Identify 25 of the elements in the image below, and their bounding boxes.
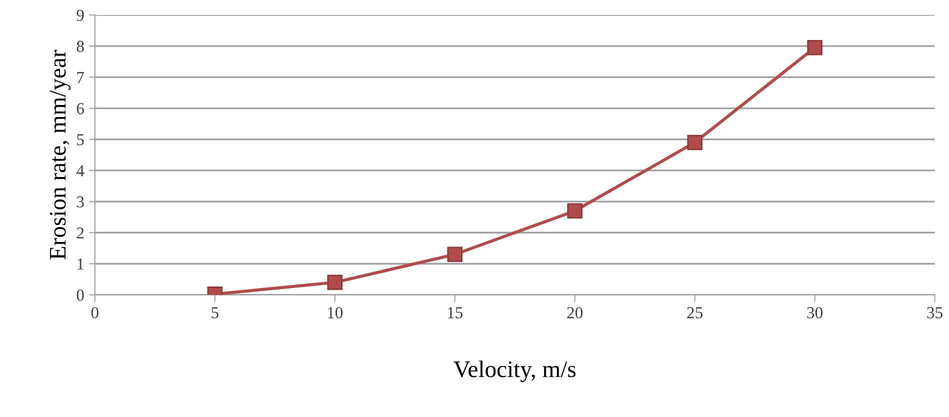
x-tick-label: 20 xyxy=(567,307,583,318)
x-tick-label: 25 xyxy=(687,307,702,318)
x-tick-label: 35 xyxy=(927,307,942,318)
y-tick-label: 5 xyxy=(77,134,84,146)
y-tick-label: 1 xyxy=(78,258,84,270)
x-tick-label: 10 xyxy=(328,307,343,318)
point xyxy=(447,246,462,262)
point xyxy=(687,134,702,150)
y-tick-label: 4 xyxy=(76,165,84,176)
y-axis-title: Erosion rate, mm/year xyxy=(50,50,71,260)
y-tick-label: 9 xyxy=(76,10,84,21)
y-tick-label: 0 xyxy=(76,290,84,301)
y-tick-label: 6 xyxy=(76,103,84,114)
point xyxy=(807,40,822,56)
y-tick-label: 3 xyxy=(76,196,84,208)
y-tick-label: 8 xyxy=(76,40,84,52)
x-tick-label: 30 xyxy=(807,307,822,318)
y-tick-label: 7 xyxy=(77,72,84,83)
x-tick-label: 15 xyxy=(448,307,463,318)
x-tick-label: 5 xyxy=(212,307,218,318)
point xyxy=(327,274,342,290)
y-tick-label: 2 xyxy=(76,227,84,238)
point xyxy=(567,203,582,219)
x-tick-label: 0 xyxy=(91,307,98,318)
x-axis-title: Velocity, m/s xyxy=(454,360,576,382)
